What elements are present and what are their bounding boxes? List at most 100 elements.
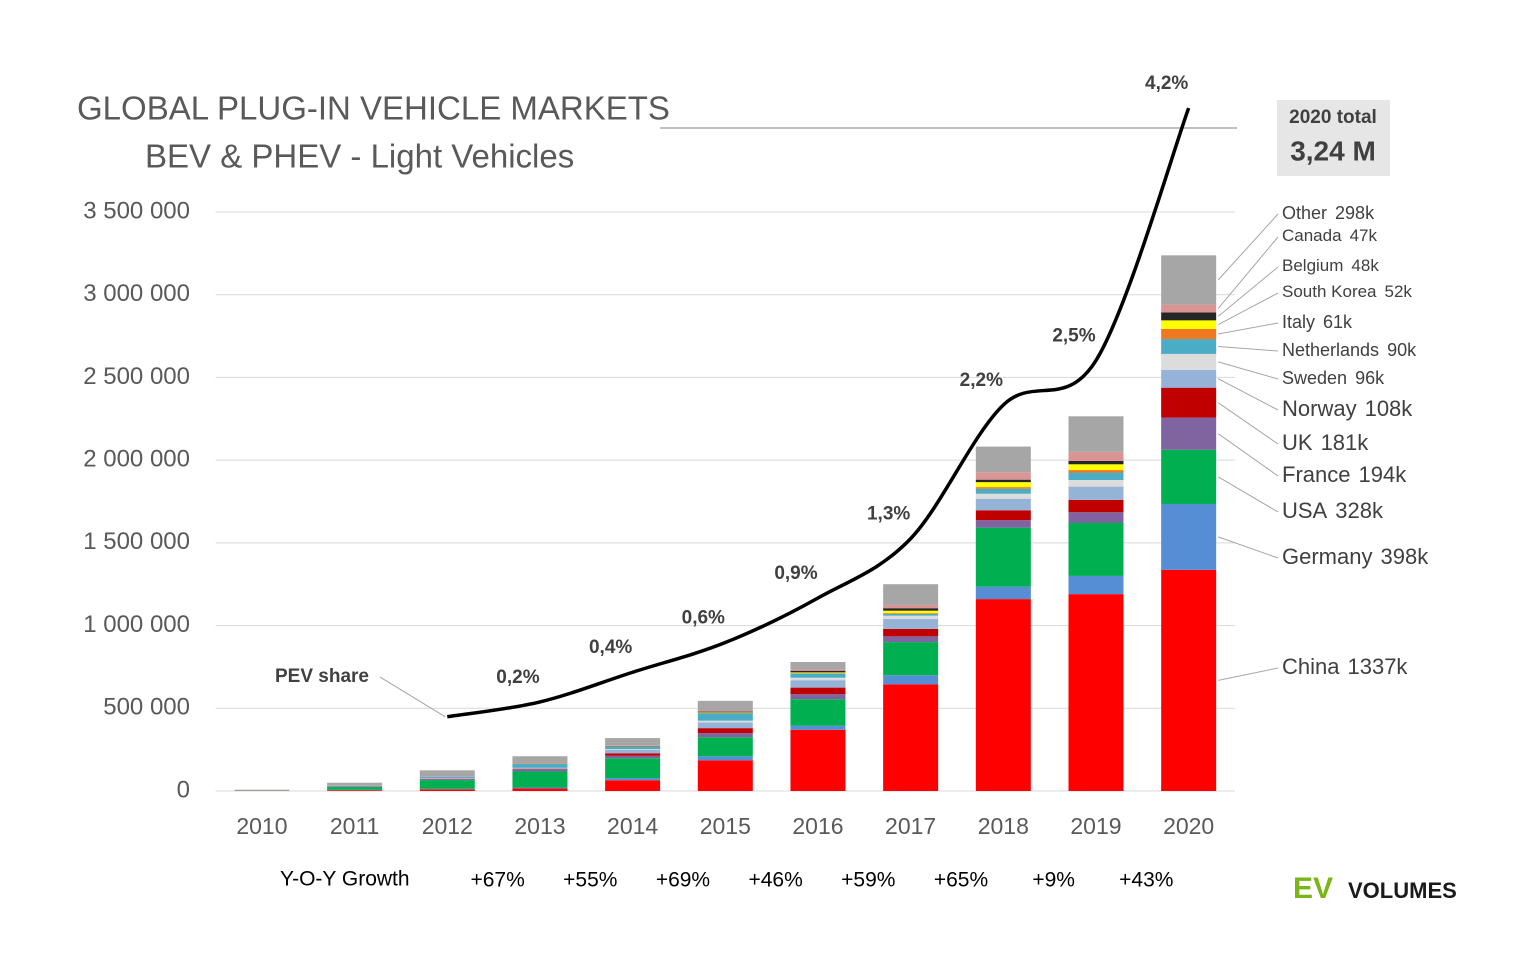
series-value-label: 52k — [1385, 282, 1413, 301]
bar-segment — [883, 604, 939, 609]
bar-segment — [605, 778, 661, 781]
share-leader — [379, 676, 446, 718]
series-value-label: 48k — [1351, 256, 1379, 275]
bar-segment — [790, 677, 846, 681]
series-value-label: 398k — [1380, 544, 1429, 569]
bar-segment — [1068, 464, 1124, 471]
bar-segment — [1068, 594, 1124, 791]
bar-segment — [883, 636, 939, 643]
series-label: France 194k — [1282, 462, 1407, 487]
series-label: Netherlands 90k — [1282, 340, 1417, 360]
bar-segment — [790, 687, 846, 695]
share-label: 4,2% — [1145, 73, 1188, 94]
series-label: Sweden 96k — [1282, 368, 1385, 388]
bar-segment — [697, 756, 753, 761]
x-tick-label: 2018 — [978, 813, 1029, 839]
bar-segment — [790, 694, 846, 700]
bar-segment — [883, 610, 939, 614]
series-value-label: 108k — [1365, 396, 1414, 421]
bar-segment — [1161, 503, 1217, 570]
bar-segment — [512, 771, 568, 788]
bar-segment — [512, 764, 568, 768]
bar-segment — [1161, 417, 1217, 450]
growth-label: +69% — [656, 869, 710, 892]
series-name: China — [1282, 654, 1340, 679]
bar-segment — [883, 642, 939, 676]
bar-segment — [1161, 339, 1217, 354]
bar-segment — [512, 768, 568, 770]
series-name: Italy — [1282, 312, 1315, 332]
bar-segment — [1068, 523, 1124, 576]
chart-subtitle: BEV & PHEV - Light Vehicles — [145, 138, 574, 175]
bar-segment — [883, 608, 939, 611]
y-tick-label: 1 500 000 — [83, 528, 190, 555]
bar-segment — [512, 787, 568, 789]
share-label: 1,3% — [867, 504, 910, 525]
bar-segment — [975, 487, 1031, 489]
bar-segment — [419, 778, 475, 779]
series-label: Germany 398k — [1282, 544, 1429, 569]
bar-segment — [1161, 449, 1217, 504]
bar-segment — [975, 479, 1031, 483]
bar-segment — [697, 728, 753, 734]
leader-line — [1217, 433, 1279, 477]
bar-segment — [1068, 499, 1124, 513]
series-value-label: 181k — [1321, 430, 1370, 455]
bar-segment — [605, 753, 661, 756]
bar-segment — [512, 756, 568, 764]
bar-segment — [883, 613, 939, 614]
bar-segment — [697, 713, 753, 721]
x-tick-label: 2010 — [236, 813, 287, 839]
y-tick-label: 2 000 000 — [83, 445, 190, 472]
bar-segment — [697, 700, 753, 711]
leader-line — [1217, 378, 1279, 411]
share-label: 0,4% — [589, 637, 632, 658]
series-value-label: 47k — [1350, 226, 1378, 245]
total-box — [1277, 100, 1390, 176]
bar-segment — [975, 488, 1031, 494]
bar-segment — [1068, 470, 1124, 473]
bar-segment — [883, 618, 939, 629]
leader-line — [1218, 667, 1279, 681]
leader-line — [1217, 266, 1279, 317]
series-value-label: 61k — [1323, 312, 1353, 332]
growth-label: +59% — [841, 869, 895, 892]
bar-segment — [605, 746, 661, 750]
logo-ev: EV — [1293, 872, 1333, 905]
series-label: South Korea 52k — [1282, 282, 1412, 301]
bar-segment — [883, 628, 939, 637]
bar-segment — [883, 613, 939, 616]
series-value-label: 1337k — [1347, 654, 1408, 679]
series-name: UK — [1282, 430, 1313, 455]
bar-segment — [697, 733, 753, 738]
x-tick-label: 2012 — [422, 813, 473, 839]
bar-segment — [327, 782, 383, 786]
bar-segment — [1068, 486, 1124, 500]
growth-label: +67% — [470, 869, 524, 892]
bar-segment — [419, 779, 475, 781]
series-name: Other — [1282, 203, 1327, 223]
leader-line — [1218, 322, 1279, 335]
bar-segment — [1068, 512, 1124, 524]
bar-segment — [883, 675, 939, 685]
bar-segment — [1161, 387, 1217, 418]
bar-segment — [790, 673, 846, 678]
share-label: 0,2% — [496, 667, 539, 688]
y-tick-label: 1 000 000 — [83, 611, 190, 638]
x-tick-label: 2011 — [330, 813, 379, 839]
series-value-label: 298k — [1335, 203, 1375, 223]
bar-segment — [1068, 460, 1124, 465]
series-name: South Korea — [1282, 282, 1377, 301]
bar-segment — [790, 680, 846, 688]
x-tick-label: 2014 — [607, 813, 658, 839]
bar-segment — [697, 760, 753, 791]
y-tick-label: 3 500 000 — [83, 197, 190, 224]
bar-segment — [883, 684, 939, 791]
bar-segment — [1161, 304, 1217, 313]
growth-label: +65% — [934, 869, 988, 892]
leader-line — [1217, 292, 1279, 326]
growth-title: Y-O-Y Growth — [280, 868, 410, 891]
total-label: 2020 total — [1289, 107, 1377, 128]
total-value: 3,24 M — [1290, 135, 1376, 166]
chart-title: GLOBAL PLUG-IN VEHICLE MARKETS — [77, 90, 670, 127]
